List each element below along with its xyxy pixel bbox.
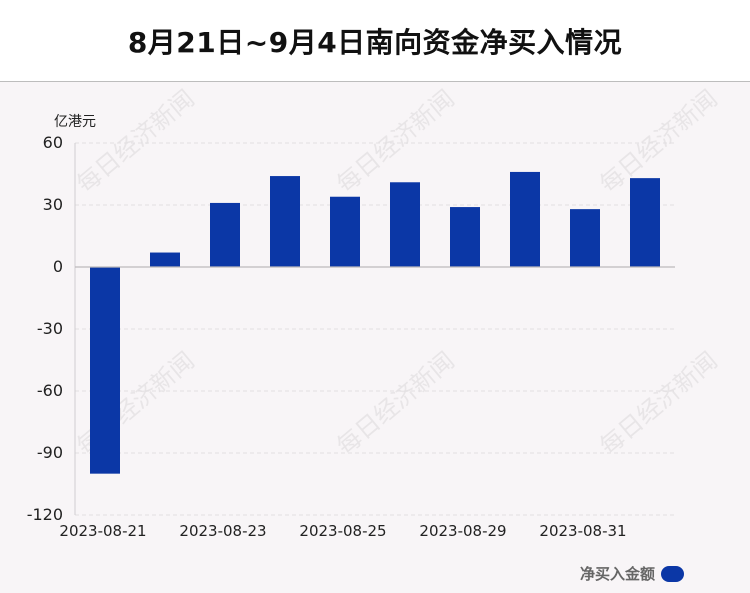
y-tick-label: 30 <box>43 195 63 214</box>
chart-title: 8月21日~9月4日南向资金净买入情况 <box>127 25 623 59</box>
bar <box>270 176 300 267</box>
y-tick-label: -90 <box>37 443 63 462</box>
x-tick-label: 2023-08-31 <box>539 522 626 540</box>
y-tick-label: -60 <box>37 381 63 400</box>
legend: 净买入金额 <box>580 563 684 584</box>
x-tick-label: 2023-08-29 <box>419 522 506 540</box>
y-axis-unit-label: 亿港元 <box>54 114 96 130</box>
bar <box>330 196 360 267</box>
y-tick-label: 60 <box>43 133 63 152</box>
x-tick-label: 2023-08-23 <box>179 522 266 540</box>
legend-label: 净买入金额 <box>579 565 655 583</box>
bar <box>510 171 540 267</box>
y-tick-label: -30 <box>37 319 63 338</box>
x-tick-label: 2023-08-21 <box>59 522 146 540</box>
title-bar: 8月21日~9月4日南向资金净买入情况 <box>0 0 750 82</box>
x-tick-label: 2023-08-25 <box>299 522 386 540</box>
bar <box>450 207 480 267</box>
bar <box>210 202 240 267</box>
bar <box>150 252 180 267</box>
bar <box>390 182 420 267</box>
bar <box>630 178 660 267</box>
legend-swatch <box>661 565 684 582</box>
bar <box>570 209 600 267</box>
bar <box>90 267 120 474</box>
y-tick-label: -120 <box>27 505 63 524</box>
y-tick-label: 0 <box>53 257 63 276</box>
